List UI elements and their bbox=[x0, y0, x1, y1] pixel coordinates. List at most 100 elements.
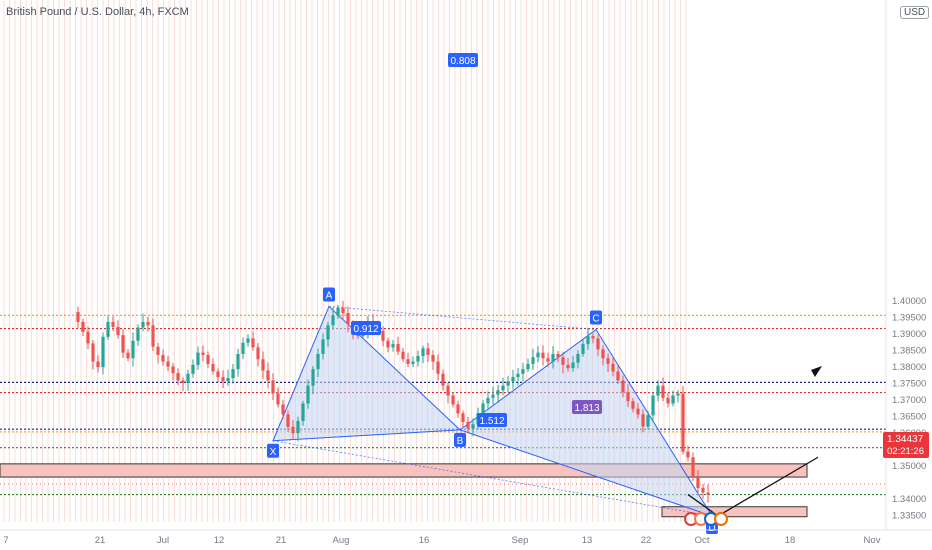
candle-body bbox=[346, 313, 350, 325]
candle-body bbox=[181, 380, 185, 383]
candle-body bbox=[551, 353, 555, 362]
candle-body bbox=[556, 353, 560, 358]
x-tick-label: Sep bbox=[512, 535, 529, 546]
candle-body bbox=[636, 408, 640, 415]
candle-body bbox=[301, 403, 305, 421]
y-tick-label: 1.37500 bbox=[892, 379, 926, 390]
ratio-label-2: 0.912 bbox=[353, 324, 378, 335]
y-tick-label: 1.38500 bbox=[892, 346, 926, 357]
candle-body bbox=[86, 331, 90, 344]
candle-body bbox=[481, 403, 485, 414]
candle-body bbox=[651, 395, 655, 416]
ratio-badge-1 bbox=[448, 53, 478, 67]
candle-body bbox=[656, 385, 660, 396]
candle-body bbox=[326, 325, 330, 340]
y-tick-label: 1.35000 bbox=[892, 461, 926, 472]
candle-body bbox=[596, 338, 600, 350]
candle-body bbox=[306, 385, 310, 404]
x-tick-label: 21 bbox=[276, 535, 287, 546]
candle-body bbox=[526, 363, 530, 370]
x-tick-label: 16 bbox=[419, 535, 430, 546]
candle-body bbox=[226, 378, 230, 382]
chart-title: British Pound / U.S. Dollar, 4h, FXCM bbox=[6, 6, 189, 18]
currency-badge[interactable]: USD bbox=[900, 6, 930, 19]
candle-body bbox=[621, 380, 625, 393]
candle-body bbox=[416, 355, 420, 362]
candle-body bbox=[591, 336, 595, 339]
candle-body bbox=[541, 352, 545, 359]
candle-body bbox=[486, 397, 490, 404]
y-tick-label: 1.37000 bbox=[892, 395, 926, 406]
y-tick-label: 1.38000 bbox=[892, 362, 926, 373]
ratio-line-2 bbox=[328, 306, 597, 330]
projection-arrowhead bbox=[811, 366, 822, 377]
pattern-point-B-badge bbox=[454, 432, 466, 447]
candle-body bbox=[396, 344, 400, 352]
candle-body bbox=[141, 321, 145, 328]
pattern-point-D: D bbox=[708, 523, 715, 534]
x-tick-label: 13 bbox=[582, 535, 593, 546]
candle-body bbox=[691, 457, 695, 478]
candle-body bbox=[291, 426, 295, 434]
candle-body bbox=[321, 339, 325, 354]
x-tick-label: Oct bbox=[695, 535, 710, 546]
candle-body bbox=[196, 352, 200, 365]
candle-body bbox=[576, 353, 580, 363]
candle-body bbox=[381, 330, 385, 341]
candle-body bbox=[236, 353, 240, 370]
candle-body bbox=[256, 347, 260, 360]
background-stripes bbox=[3, 0, 687, 522]
candle-body bbox=[171, 366, 175, 374]
y-tick-label: 1.39500 bbox=[892, 313, 926, 324]
x-tick-label: 7 bbox=[3, 535, 8, 546]
ratio-line-1 bbox=[272, 429, 461, 442]
event-icon-4 bbox=[714, 512, 728, 526]
candle-body bbox=[491, 394, 495, 398]
candle-body bbox=[586, 336, 590, 345]
candle-body bbox=[116, 326, 120, 336]
pattern-point-X-badge bbox=[267, 443, 279, 458]
candle-body bbox=[151, 325, 155, 347]
y-tick-label: 1.40000 bbox=[892, 296, 926, 307]
pattern-point-B: B bbox=[457, 436, 464, 447]
y-tick-label: 1.36500 bbox=[892, 412, 926, 423]
candle-body bbox=[341, 307, 345, 314]
candle-body bbox=[221, 377, 225, 382]
x-tick-label: 22 bbox=[641, 535, 652, 546]
candle-body bbox=[451, 395, 455, 405]
ratio-badge-3 bbox=[572, 400, 602, 414]
candle-body bbox=[646, 415, 650, 427]
candle-body bbox=[121, 335, 125, 353]
candle-body bbox=[166, 361, 170, 367]
pattern-point-C-badge bbox=[590, 310, 602, 325]
candle-body bbox=[406, 359, 410, 364]
candle-body bbox=[286, 414, 290, 427]
candle-body bbox=[271, 380, 275, 394]
candle-body bbox=[436, 361, 440, 374]
pattern-point-A-badge bbox=[323, 287, 335, 302]
candle-body bbox=[561, 357, 565, 365]
candle-body bbox=[431, 354, 435, 362]
candle-body bbox=[471, 424, 475, 429]
pattern-point-C: C bbox=[592, 314, 599, 325]
candle-body bbox=[521, 369, 525, 374]
candle-body bbox=[641, 414, 645, 427]
candle-body bbox=[566, 364, 570, 369]
candle-body bbox=[316, 353, 320, 370]
candle-body bbox=[311, 369, 315, 386]
candle-body bbox=[571, 362, 575, 369]
pattern-point-X: X bbox=[270, 447, 277, 458]
candle-body bbox=[266, 370, 270, 381]
candle-body bbox=[411, 361, 415, 364]
x-tick-label: Nov bbox=[864, 535, 881, 546]
candle-body bbox=[206, 354, 210, 364]
ratio-label-1: 0.808 bbox=[450, 56, 475, 67]
candle-body bbox=[246, 338, 250, 343]
candle-body bbox=[331, 315, 335, 326]
candle-body bbox=[106, 321, 110, 337]
candle-body bbox=[386, 340, 390, 348]
candle-body bbox=[461, 413, 465, 422]
ratio-label-4: 1.512 bbox=[479, 416, 504, 427]
